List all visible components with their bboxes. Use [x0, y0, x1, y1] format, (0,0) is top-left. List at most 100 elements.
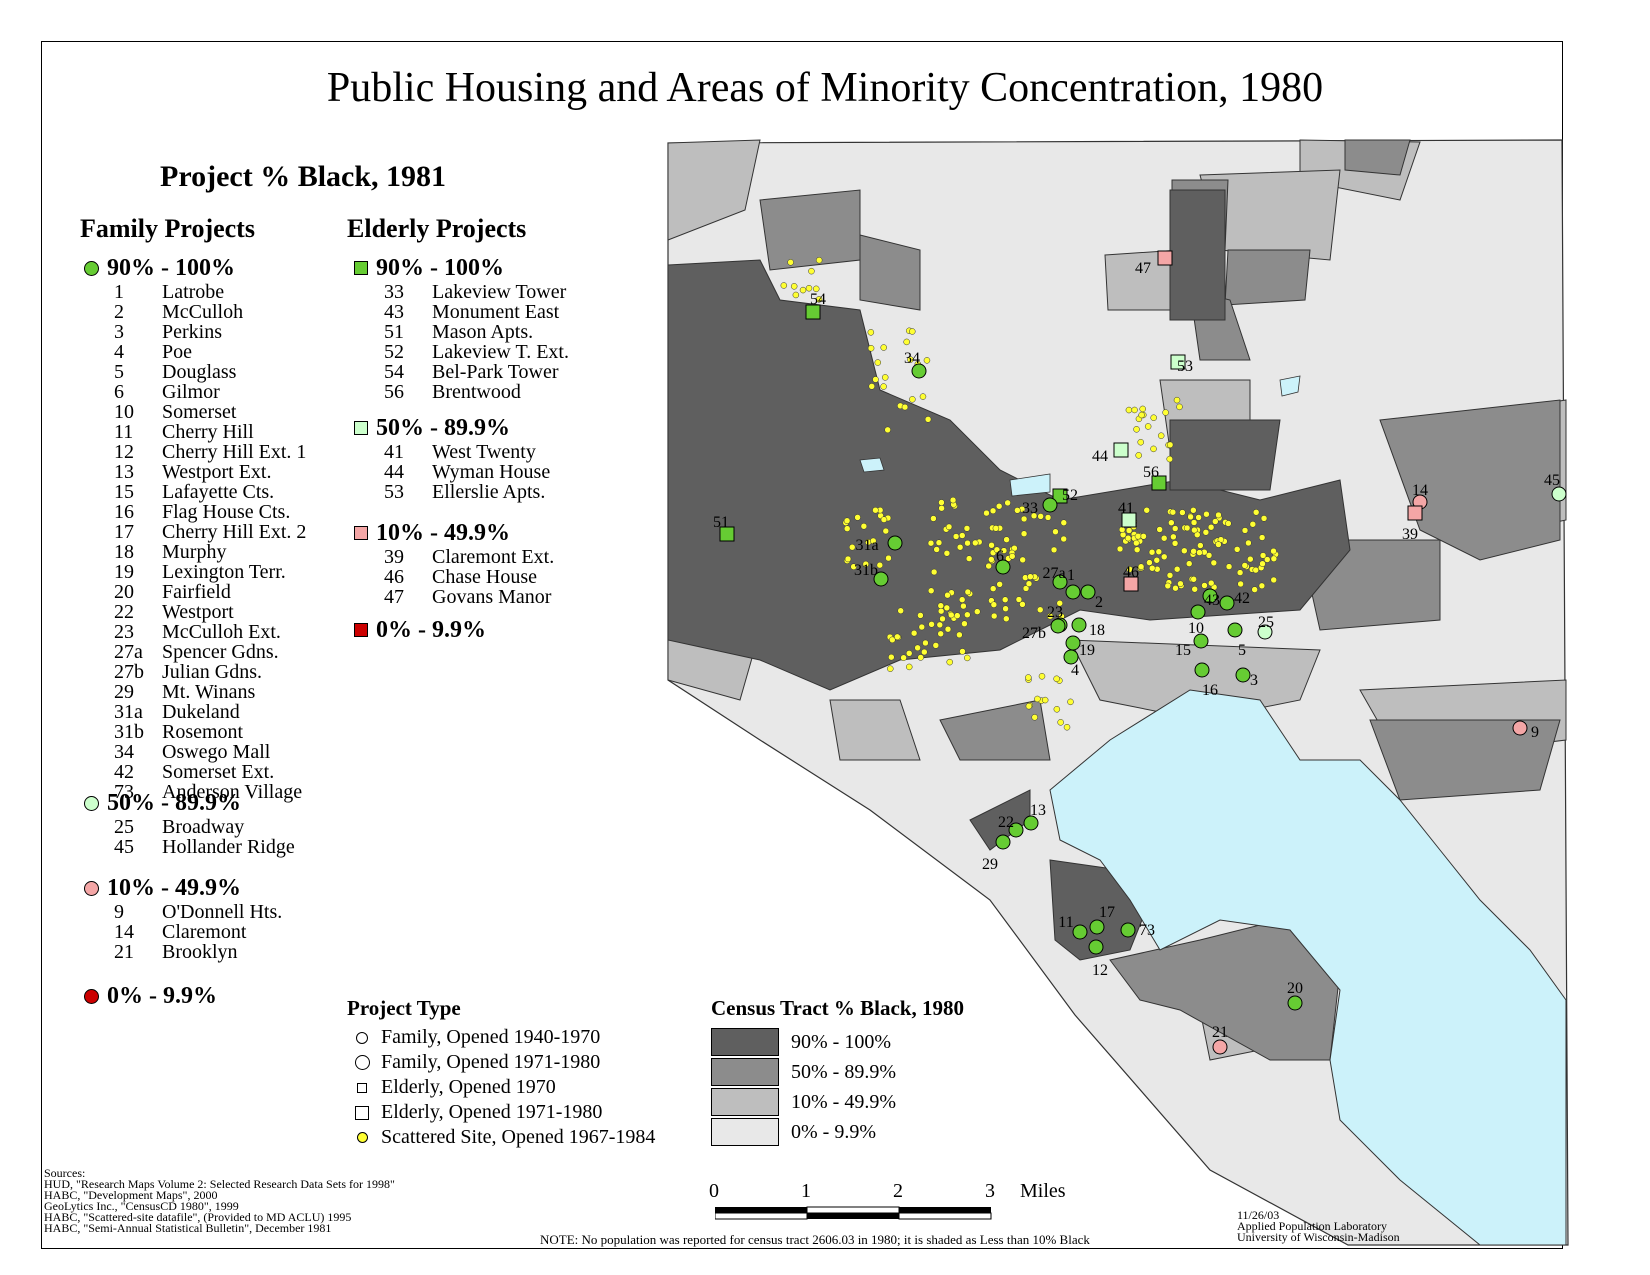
- scattered-site-dot: [944, 591, 951, 599]
- project-name: Julian Gdns.: [162, 661, 262, 683]
- group-label: 90% - 100%: [107, 254, 235, 281]
- list-item: 19 Lexington Terr.: [84, 562, 306, 582]
- map-project-label: 16: [1202, 682, 1218, 699]
- elderly-group: 10% - 49.9% 39 Claremont Ext. 46 Chase House…: [354, 519, 554, 607]
- scattered-site-dot: [1025, 580, 1033, 587]
- scattered-site-dot: [956, 631, 963, 639]
- scattered-site-dot: [954, 612, 961, 619]
- elderly-project-marker: [719, 526, 735, 542]
- scattered-site-dot: [1270, 555, 1278, 562]
- project-id: 5: [114, 361, 124, 383]
- scattered-site-dot: [813, 285, 820, 293]
- project-name: Westport Ext.: [162, 461, 272, 483]
- scattered-site-dot: [1194, 531, 1201, 538]
- map-project-label: 54: [810, 291, 826, 308]
- list-item: 39 Claremont Ext.: [354, 547, 554, 567]
- tract-legend-row: 50% - 89.9%: [711, 1057, 964, 1087]
- family-project-marker: [1235, 667, 1251, 683]
- scattered-site-dot: [989, 585, 997, 592]
- scattered-site-dot: [1225, 520, 1232, 527]
- family-project-marker: [1257, 624, 1273, 640]
- family-project-marker: [911, 363, 927, 379]
- scale-unit: Miles: [1020, 1180, 1066, 1202]
- list-item: 12 Cherry Hill Ext. 1: [84, 442, 306, 462]
- list-item: 51 Mason Apts.: [354, 322, 569, 342]
- list-item: 20 Fairfield: [84, 582, 306, 602]
- scattered-site-dot: [1003, 615, 1010, 623]
- scattered-site-dot: [996, 581, 1003, 588]
- scattered-site-dot: [881, 374, 889, 381]
- scattered-site-dot: [995, 502, 1003, 510]
- project-name: McCulloh Ext.: [162, 621, 281, 643]
- list-item: 46 Chase House: [354, 567, 554, 587]
- scattered-site-dot: [894, 633, 901, 641]
- list-item: 73 Anderson Village: [84, 782, 306, 802]
- family-project-marker: [1065, 635, 1081, 651]
- scattered-site-dot: [1249, 521, 1257, 528]
- project-id: 31b: [114, 721, 144, 743]
- scattered-site-dot: [964, 611, 971, 619]
- scattered-site-dot: [1157, 432, 1165, 439]
- lake: [1009, 473, 1051, 497]
- scattered-site-dot: [876, 561, 884, 569]
- list-item: 3 Perkins: [84, 322, 306, 342]
- project-name: Ellerslie Apts.: [432, 481, 546, 503]
- credit-line: Applied Population Laboratory: [1237, 1219, 1387, 1233]
- elderly-project-marker: [1170, 354, 1186, 370]
- project-id: 19: [114, 561, 134, 583]
- scattered-site-dot: [1022, 585, 1030, 592]
- scattered-site-dot: [1185, 560, 1193, 567]
- scattered-site-dot: [1207, 579, 1215, 587]
- map-project-label: 31a: [855, 537, 878, 554]
- project-name: Monument East: [432, 301, 560, 323]
- scattered-site-dot: [1050, 546, 1058, 554]
- family-project-marker: [1052, 574, 1068, 590]
- tract-legend-heading: Census Tract % Black, 1980: [711, 996, 964, 1020]
- family-project-marker: [1190, 604, 1206, 620]
- scattered-site-dot: [1236, 569, 1244, 576]
- project-id: 41: [384, 441, 404, 463]
- list-item: 9 O'Donnell Hts.: [84, 902, 282, 922]
- family-project-marker: [1065, 584, 1081, 600]
- list-item: 15 Lafayette Cts.: [84, 482, 306, 502]
- elderly-project-marker: [1121, 512, 1137, 528]
- map-title: Public Housing and Areas of Minority Con…: [326, 65, 1324, 111]
- map-project-label: 22: [998, 814, 1014, 831]
- map-project-label: 2: [1095, 594, 1103, 611]
- family-project-marker: [1551, 486, 1567, 502]
- circle-icon: [84, 880, 99, 896]
- scattered-site-dot: [1168, 519, 1175, 526]
- map-project-label: 56: [1143, 464, 1159, 481]
- scattered-site-dot: [1191, 526, 1198, 534]
- scattered-site-dot: [1041, 696, 1049, 704]
- scattered-site-dot: [928, 621, 935, 628]
- elderly-projects-heading: Elderly Projects: [347, 214, 527, 243]
- scattered-site-dot: [956, 543, 964, 551]
- scattered-site-dot: [990, 612, 998, 620]
- scattered-site-dot: [905, 663, 913, 671]
- scale-tick: 1: [801, 1180, 811, 1202]
- scattered-site-dot: [848, 543, 856, 551]
- scattered-site-dot: [1166, 572, 1174, 579]
- elderly-project-marker: [1407, 505, 1423, 521]
- family-project-marker: [1080, 584, 1096, 600]
- scattered-site-dot: [1015, 596, 1023, 603]
- scattered-site-dot: [1137, 438, 1144, 446]
- family-group: 90% - 100% 1 Latrobe 2 McCulloh 3 Perkins 4 Poe 5…: [84, 254, 306, 802]
- project-name: Poe: [162, 341, 192, 363]
- family-project-marker: [1212, 1039, 1228, 1055]
- scattered-site-dot: [1190, 576, 1197, 583]
- scattered-site-dot: [938, 499, 945, 506]
- scattered-site-dot: [907, 356, 914, 363]
- family-project-marker: [1089, 919, 1105, 935]
- scattered-site-dot: [1212, 518, 1219, 525]
- map-project-label: 43: [1204, 592, 1220, 609]
- scattered-site-dot: [1205, 552, 1213, 559]
- scale-bar-graphic: [714, 1206, 992, 1220]
- scattered-site-dot: [1245, 539, 1252, 547]
- list-item: 31b Rosemont: [84, 722, 306, 742]
- scattered-site-dot: [1259, 560, 1266, 568]
- map-project-label: 45: [1544, 472, 1560, 489]
- list-item: 6 Gilmor: [84, 382, 306, 402]
- scattered-site-dot: [930, 515, 937, 522]
